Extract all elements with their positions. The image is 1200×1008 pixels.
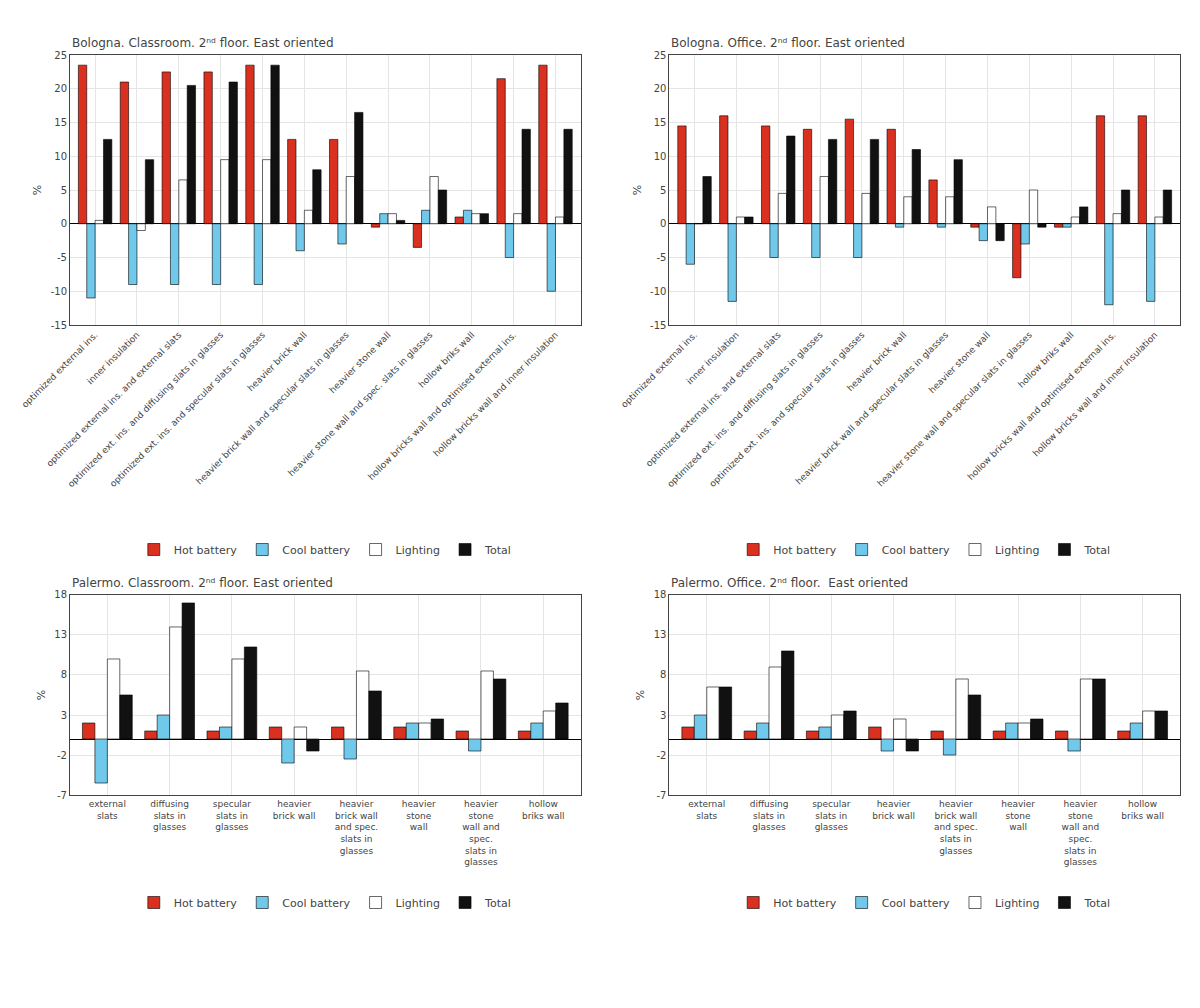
svg-text:-2: -2 bbox=[57, 750, 67, 761]
svg-text:specularslats inglasses: specularslats inglasses bbox=[812, 799, 851, 832]
svg-text:heavier stone wall and specula: heavier stone wall and specular slats in… bbox=[875, 330, 1034, 489]
svg-text:hollow bricks wall and inner i: hollow bricks wall and inner insulation bbox=[431, 330, 560, 459]
svg-text:8: 8 bbox=[61, 669, 67, 680]
svg-text:%: % bbox=[31, 185, 44, 195]
svg-text:heavierstonewall: heavierstonewall bbox=[402, 799, 436, 832]
svg-text:heavier brick wall: heavier brick wall bbox=[845, 330, 908, 393]
svg-text:hollow bricks wall and optimis: hollow bricks wall and optimised externa… bbox=[966, 330, 1118, 482]
svg-text:-15: -15 bbox=[650, 320, 666, 331]
svg-text:20: 20 bbox=[654, 83, 667, 94]
svg-text:diffusingslats inglasses: diffusingslats inglasses bbox=[750, 799, 789, 832]
svg-text:heavierstonewall: heavierstonewall bbox=[1001, 799, 1035, 832]
svg-text:externalslats: externalslats bbox=[89, 799, 126, 821]
svg-text:-2: -2 bbox=[656, 750, 666, 761]
svg-text:inner insulation: inner insulation bbox=[684, 330, 740, 386]
svg-text:10: 10 bbox=[54, 151, 67, 162]
svg-text:hollow briks wall: hollow briks wall bbox=[417, 330, 477, 390]
svg-text:heavierbrick walland spec.slat: heavierbrick walland spec.slats inglasse… bbox=[335, 799, 379, 856]
svg-text:Lighting: Lighting bbox=[396, 897, 440, 910]
svg-text:externalslats: externalslats bbox=[688, 799, 725, 821]
svg-text:hollow bricks wall and optimis: hollow bricks wall and optimised externa… bbox=[366, 330, 518, 482]
svg-text:Total: Total bbox=[1083, 544, 1110, 557]
svg-text:Hot battery: Hot battery bbox=[773, 544, 836, 557]
svg-text:heavier brick wall and specula: heavier brick wall and specular slats in… bbox=[194, 330, 351, 487]
svg-text:heavier brick wall and specula: heavier brick wall and specular slats in… bbox=[794, 330, 951, 487]
svg-text:Total: Total bbox=[1083, 897, 1110, 910]
svg-text:Palermo. Classroom. 2ⁿᵈ floor.: Palermo. Classroom. 2ⁿᵈ floor. East orie… bbox=[72, 576, 333, 590]
svg-text:10: 10 bbox=[654, 151, 667, 162]
svg-text:hollow briks wall: hollow briks wall bbox=[1016, 330, 1076, 390]
svg-text:heavier stone wall and spec. s: heavier stone wall and spec. slats in gl… bbox=[286, 330, 435, 479]
svg-text:heavierbrick wall: heavierbrick wall bbox=[273, 799, 316, 821]
svg-text:-7: -7 bbox=[57, 790, 67, 801]
svg-text:25: 25 bbox=[654, 50, 667, 61]
svg-text:optimized ext. ins. and diffus: optimized ext. ins. and diffusing slats … bbox=[66, 330, 226, 490]
svg-text:heavierstonewall andspec.slats: heavierstonewall andspec.slats inglasses bbox=[1062, 799, 1100, 868]
svg-text:Hot battery: Hot battery bbox=[773, 897, 836, 910]
svg-text:Total: Total bbox=[484, 544, 511, 557]
svg-text:optimized external ins. and ex: optimized external ins. and external sla… bbox=[44, 330, 183, 469]
svg-text:optimized ext. ins. and specul: optimized ext. ins. and specular slats i… bbox=[108, 330, 267, 489]
svg-text:Lighting: Lighting bbox=[995, 897, 1039, 910]
svg-text:15: 15 bbox=[654, 117, 667, 128]
svg-text:Total: Total bbox=[484, 897, 511, 910]
svg-text:13: 13 bbox=[654, 629, 667, 640]
svg-text:Lighting: Lighting bbox=[396, 544, 440, 557]
svg-text:13: 13 bbox=[54, 629, 67, 640]
svg-text:%: % bbox=[35, 690, 48, 700]
svg-text:20: 20 bbox=[54, 83, 67, 94]
svg-text:Cool battery: Cool battery bbox=[282, 897, 350, 910]
svg-text:Bologna. Classroom. 2ⁿᵈ floor.: Bologna. Classroom. 2ⁿᵈ floor. East orie… bbox=[72, 36, 334, 50]
svg-text:0: 0 bbox=[61, 218, 67, 229]
svg-text:hollow bricks wall and inner i: hollow bricks wall and inner insulation bbox=[1031, 330, 1160, 459]
svg-text:-5: -5 bbox=[57, 252, 67, 263]
svg-text:heavierbrick wall: heavierbrick wall bbox=[872, 799, 915, 821]
svg-text:optimized ext. ins. and specul: optimized ext. ins. and specular slats i… bbox=[707, 330, 866, 489]
svg-text:Cool battery: Cool battery bbox=[882, 544, 950, 557]
svg-text:18: 18 bbox=[654, 589, 667, 600]
svg-text:Bologna. Office. 2ⁿᵈ floor. Ea: Bologna. Office. 2ⁿᵈ floor. East oriente… bbox=[671, 36, 905, 50]
svg-text:-10: -10 bbox=[51, 286, 67, 297]
svg-text:8: 8 bbox=[660, 669, 666, 680]
svg-text:diffusingslats inglasses: diffusingslats inglasses bbox=[150, 799, 189, 832]
svg-text:specularslats inglasses: specularslats inglasses bbox=[213, 799, 252, 832]
svg-text:optimized external ins. and ex: optimized external ins. and external sla… bbox=[644, 330, 783, 469]
svg-text:heavierstonewall andspec.slats: heavierstonewall andspec.slats inglasses bbox=[462, 799, 500, 868]
svg-text:5: 5 bbox=[660, 185, 666, 196]
svg-text:hollowbriks wall: hollowbriks wall bbox=[522, 799, 565, 821]
svg-text:15: 15 bbox=[54, 117, 67, 128]
svg-text:optimized external ins.: optimized external ins. bbox=[619, 330, 699, 410]
svg-text:hollowbriks wall: hollowbriks wall bbox=[1121, 799, 1164, 821]
svg-text:Hot battery: Hot battery bbox=[174, 544, 237, 557]
svg-text:heavierbrick walland spec.slat: heavierbrick walland spec.slats inglasse… bbox=[934, 799, 978, 856]
svg-text:%: % bbox=[631, 185, 644, 195]
svg-text:0: 0 bbox=[660, 218, 666, 229]
svg-text:25: 25 bbox=[54, 50, 67, 61]
svg-text:inner insulation: inner insulation bbox=[85, 330, 141, 386]
svg-text:-10: -10 bbox=[650, 286, 666, 297]
svg-text:%: % bbox=[634, 690, 647, 700]
svg-text:3: 3 bbox=[61, 710, 67, 721]
svg-text:-15: -15 bbox=[51, 320, 67, 331]
svg-text:18: 18 bbox=[54, 589, 67, 600]
svg-text:heavier stone wall: heavier stone wall bbox=[927, 330, 992, 395]
svg-text:-7: -7 bbox=[656, 790, 666, 801]
svg-text:heavier stone wall: heavier stone wall bbox=[327, 330, 392, 395]
svg-text:Lighting: Lighting bbox=[995, 544, 1039, 557]
svg-text:optimized ext. ins. and diffus: optimized ext. ins. and diffusing slats … bbox=[665, 330, 825, 490]
svg-text:heavier brick wall: heavier brick wall bbox=[246, 330, 309, 393]
svg-text:3: 3 bbox=[660, 710, 666, 721]
svg-text:optimized external ins.: optimized external ins. bbox=[20, 330, 100, 410]
svg-text:-5: -5 bbox=[656, 252, 666, 263]
svg-text:Cool battery: Cool battery bbox=[282, 544, 350, 557]
svg-text:Palermo. Office. 2ⁿᵈ floor. E: Palermo. Office. 2ⁿᵈ floor. East oriente… bbox=[671, 576, 908, 590]
svg-text:Hot battery: Hot battery bbox=[174, 897, 237, 910]
svg-text:Cool battery: Cool battery bbox=[882, 897, 950, 910]
svg-text:5: 5 bbox=[61, 185, 67, 196]
